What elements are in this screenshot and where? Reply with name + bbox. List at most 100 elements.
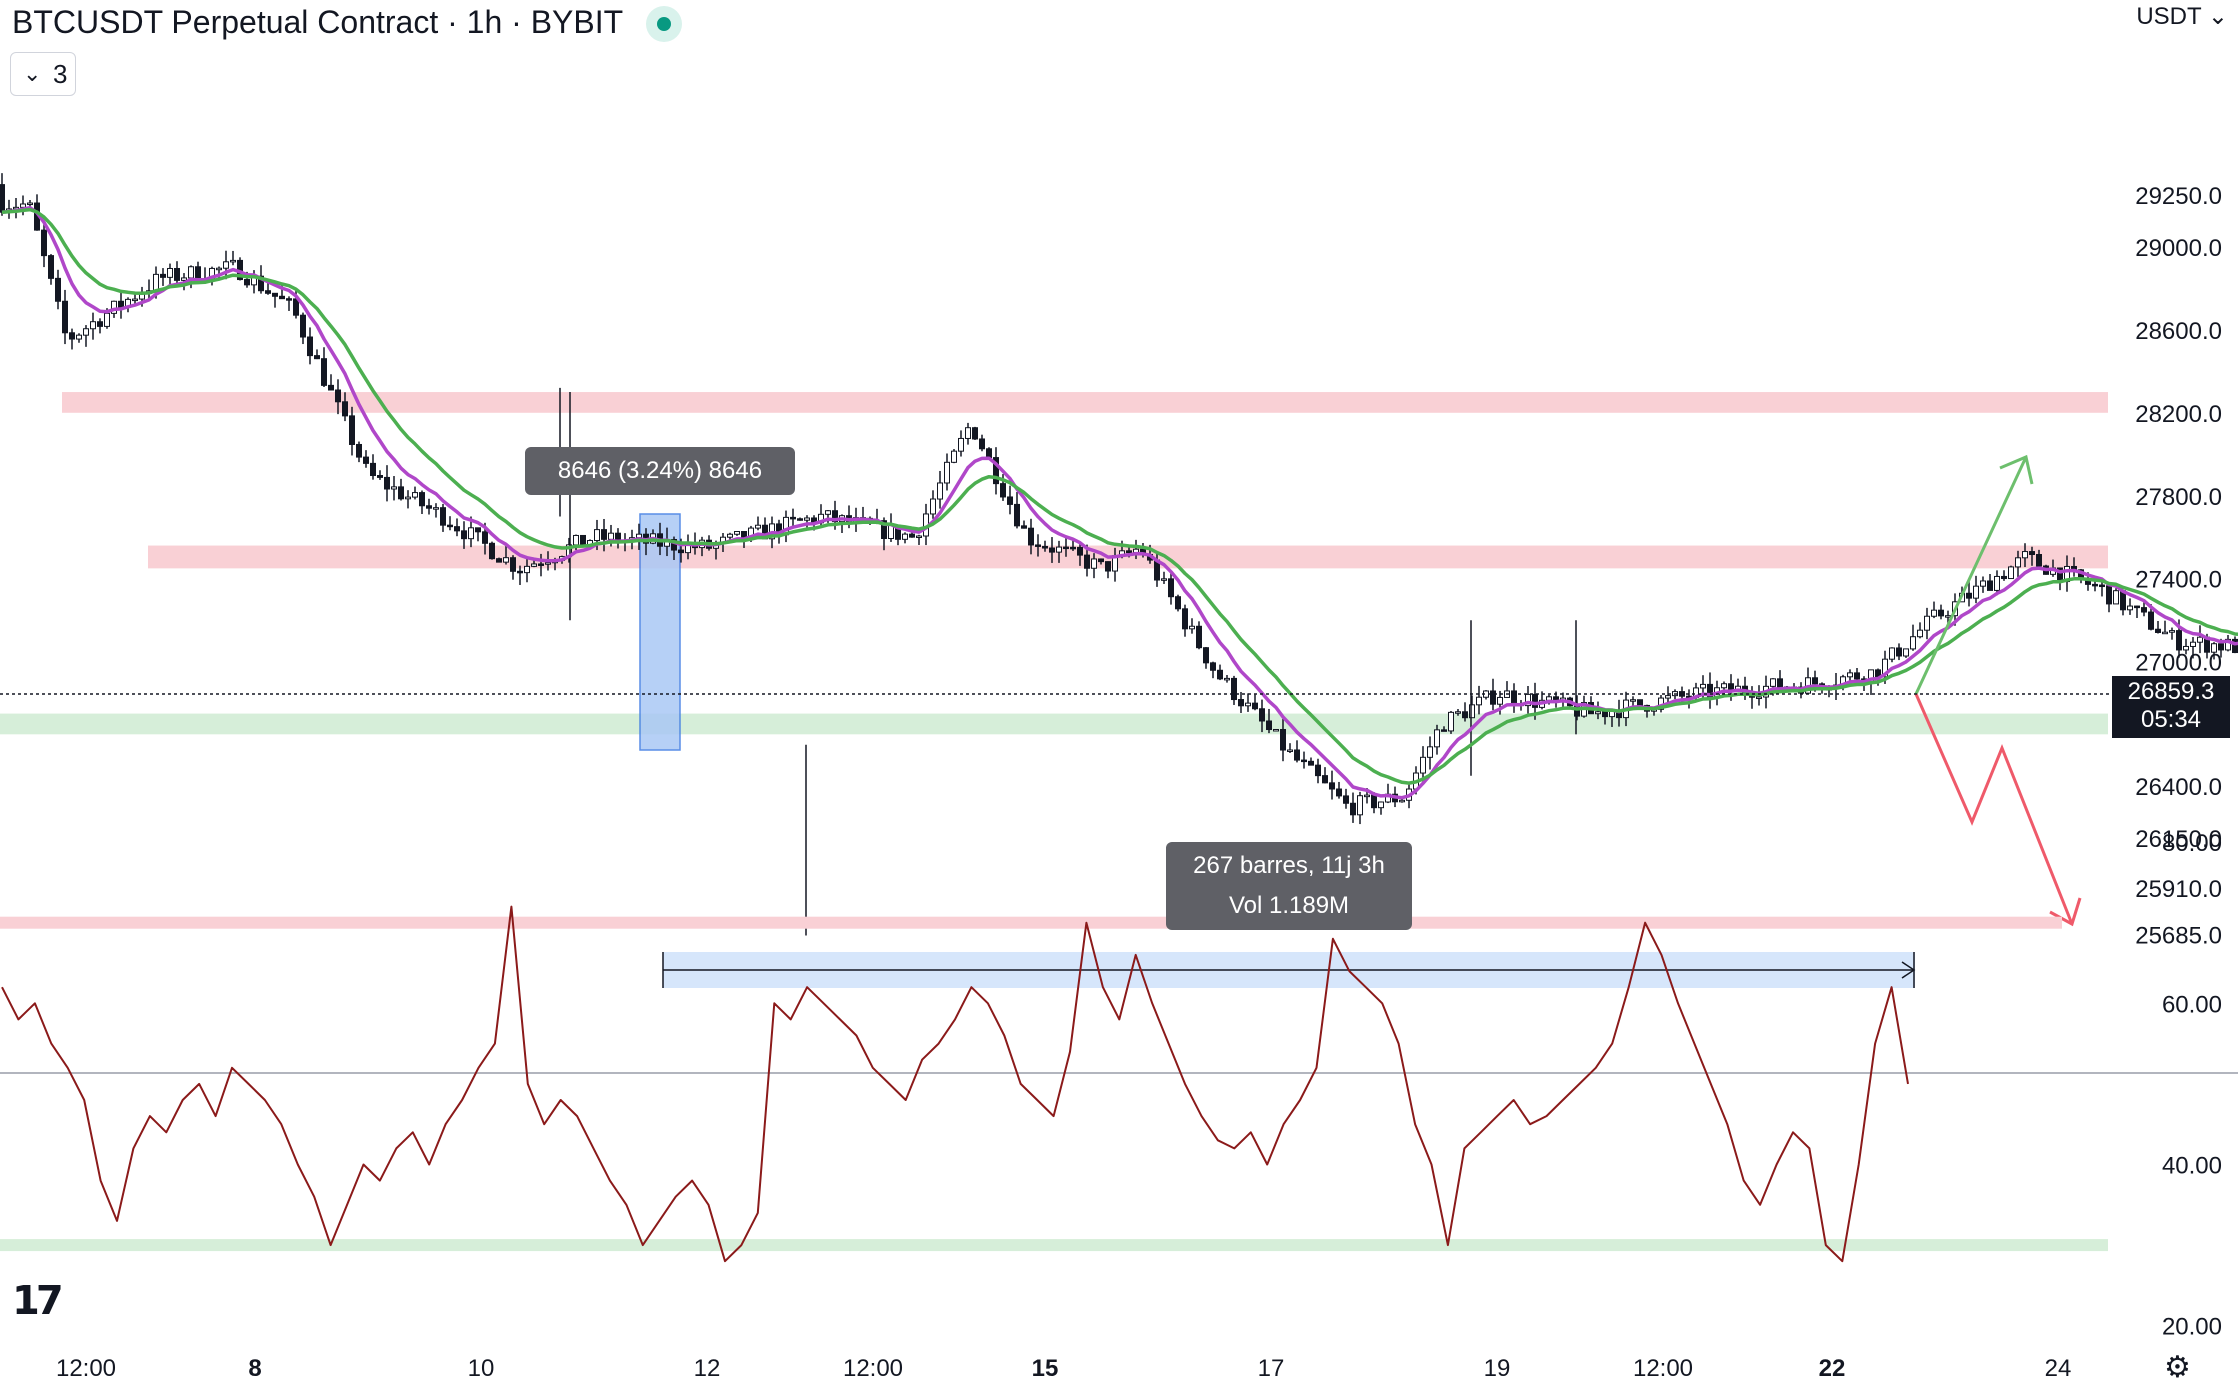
candle-body	[2155, 628, 2161, 633]
candle-body	[1357, 795, 1363, 816]
candle-body	[2197, 636, 2203, 643]
candle-body	[930, 498, 936, 515]
candle-body	[405, 496, 411, 500]
candle-body	[349, 415, 355, 445]
last-price-value: 26859.3	[2127, 678, 2215, 705]
candle-body	[1063, 546, 1069, 550]
date-range-tooltip: 267 barres, 11j 3h Vol 1.189M	[1166, 842, 1412, 930]
candle-body	[937, 482, 943, 500]
candle-body	[2176, 630, 2182, 651]
tradingview-logo-icon: 𝟭𝟳	[12, 1279, 64, 1323]
time-tick-label: 12:00	[1633, 1355, 1693, 1382]
time-tick-label: 12	[694, 1355, 721, 1382]
candle-body	[475, 527, 481, 533]
candle-body	[2015, 557, 2021, 568]
price-tick-label: 26400.0	[2135, 774, 2222, 801]
candle-body	[20, 203, 26, 208]
candle-body	[881, 520, 887, 540]
candle-body	[27, 202, 33, 206]
candle-body	[2099, 584, 2105, 588]
candle-body	[517, 570, 523, 574]
rsi-overbought-band	[0, 916, 2062, 929]
candle-body	[48, 255, 54, 279]
time-tick-label: 12:00	[843, 1355, 903, 1382]
resistance-zone	[62, 392, 2108, 413]
candle-body	[1966, 592, 1972, 599]
candle-body	[797, 518, 803, 521]
settings-gear-icon[interactable]: ⚙	[2164, 1351, 2191, 1384]
candle-body	[1336, 788, 1342, 797]
candle-body	[1035, 544, 1041, 547]
candle-body	[1924, 615, 1930, 631]
candle-body	[1854, 672, 1860, 680]
candle-body	[216, 267, 222, 271]
candle-body	[2190, 641, 2196, 647]
date-range-volume: Vol 1.189M	[1228, 892, 1350, 919]
candle-body	[1210, 662, 1216, 671]
candle-body	[2225, 638, 2231, 651]
candle-body	[2029, 551, 2035, 556]
candle-body	[993, 457, 999, 485]
candle-body	[545, 562, 551, 565]
candle-body	[111, 300, 117, 314]
candle-body	[2036, 554, 2042, 567]
candle-body	[1455, 711, 1461, 714]
bearish-arrow	[1914, 693, 2074, 925]
chevron-down-icon: ⌄	[23, 61, 42, 86]
candle-body	[1217, 669, 1223, 680]
candle-body	[2113, 590, 2119, 605]
candle-body	[440, 507, 446, 526]
candle-body	[1021, 525, 1027, 529]
candle-body	[1294, 749, 1300, 761]
candle-body	[69, 332, 75, 340]
candle-body	[391, 486, 397, 490]
candle-body	[1889, 647, 1895, 660]
candle-body	[832, 510, 838, 523]
candle-body	[1490, 690, 1496, 705]
last-price-label: 26859.3 05:34	[2112, 676, 2230, 738]
candle-body	[1098, 558, 1104, 563]
candle-body	[1168, 578, 1174, 598]
currency-selector[interactable]: USDT ⌄	[2136, 3, 2228, 30]
candle-body	[433, 507, 439, 510]
candle-body	[300, 314, 306, 338]
candle-body	[986, 448, 992, 459]
candle-body	[314, 355, 320, 360]
candle-body	[1224, 677, 1230, 681]
price-tick-label: 25685.0	[2135, 923, 2222, 950]
candle-body	[1182, 608, 1188, 630]
candle-body	[2141, 607, 2147, 613]
price-range-tooltip: 8646 (3.24%) 8646	[525, 447, 795, 495]
candle-body	[454, 526, 460, 532]
price-tick-label: 28200.0	[2135, 401, 2222, 428]
candle-body	[1175, 596, 1181, 610]
candle-body	[727, 533, 733, 538]
time-tick-label: 17	[1258, 1355, 1285, 1382]
candle-body	[1665, 695, 1671, 699]
candle-body	[1637, 699, 1643, 706]
candle-body	[1259, 708, 1265, 722]
candle-body	[377, 475, 383, 478]
candle-body	[1126, 550, 1132, 554]
projection-arrows	[1914, 454, 2082, 927]
candle-body	[790, 516, 796, 520]
candle-body	[1945, 615, 1951, 618]
candle-body	[1595, 711, 1601, 715]
price-tick-label: 25910.0	[2135, 876, 2222, 903]
candle-body	[2211, 643, 2217, 653]
candle-body	[1028, 527, 1034, 546]
rsi-oversold-band	[0, 1239, 2108, 1252]
candle-body	[1973, 585, 1979, 599]
rsi-tick-label: 60.00	[2162, 991, 2222, 1018]
candle-body	[55, 277, 61, 302]
candle-body	[916, 535, 922, 539]
candle-body	[1882, 658, 1888, 678]
indicator-toggle-button[interactable]: ⌄ 3	[10, 52, 76, 96]
candle-body	[678, 549, 684, 554]
candle-body	[2022, 551, 2028, 559]
ema-layer	[1, 205, 2238, 800]
candle-body	[1896, 647, 1902, 657]
candle-body	[1287, 749, 1293, 752]
candle-body	[2169, 630, 2175, 633]
